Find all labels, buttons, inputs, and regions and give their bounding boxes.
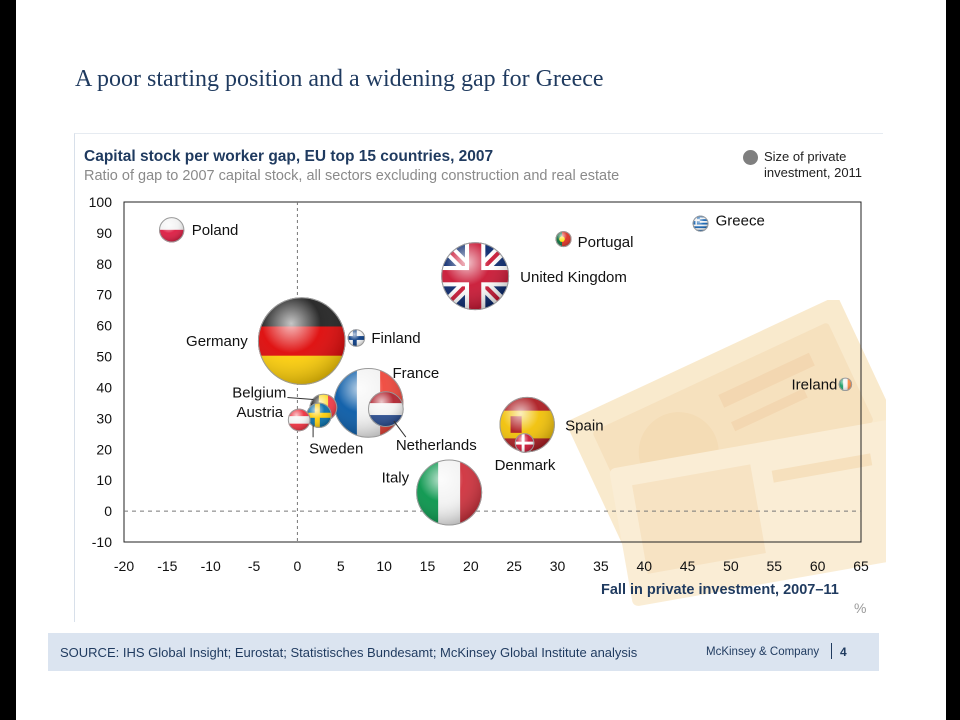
bubble-denmark xyxy=(514,433,535,453)
footer: SOURCE: IHS Global Insight; Eurostat; St… xyxy=(48,633,879,671)
y-tick-label: 100 xyxy=(89,194,113,210)
bubble-outline xyxy=(838,377,853,392)
source-note: SOURCE: IHS Global Insight; Eurostat; St… xyxy=(60,645,638,660)
plot-frame xyxy=(123,201,862,543)
footer-separator xyxy=(831,643,832,659)
point-label-denmark: Denmark xyxy=(495,457,556,474)
y-tick-label: 10 xyxy=(96,472,112,488)
bubble-outline xyxy=(367,391,404,427)
point-label-italy: Italy xyxy=(382,470,410,487)
chart-subtitle: Ratio of gap to 2007 capital stock, all … xyxy=(84,168,620,184)
point-label-germany: Germany xyxy=(186,333,248,350)
bubble-italy xyxy=(416,459,483,526)
x-tick-label: 0 xyxy=(294,558,302,574)
slide: A poor starting position and a widening … xyxy=(16,0,946,720)
x-tick-label: 65 xyxy=(853,558,869,574)
legend-size-label: Size of private investment, 2011 xyxy=(764,149,863,180)
y-tick-label: -10 xyxy=(92,534,112,550)
x-tick-label: 15 xyxy=(420,558,436,574)
x-tick-label: 20 xyxy=(463,558,479,574)
x-tick-label: 45 xyxy=(680,558,696,574)
bubble-outline xyxy=(257,297,346,385)
bubble-united-kingdom xyxy=(441,242,510,311)
y-tick-label: 40 xyxy=(96,379,112,395)
bubble-outline xyxy=(555,231,572,248)
point-label-greece: Greece xyxy=(716,213,765,230)
x-tick-label: 5 xyxy=(337,558,345,574)
bubble-outline xyxy=(347,329,366,347)
y-tick-label: 0 xyxy=(104,503,112,519)
slide-title: A poor starting position and a widening … xyxy=(75,66,604,92)
x-tick-label: 10 xyxy=(376,558,392,574)
x-tick-label: -10 xyxy=(201,558,221,574)
x-tick-label: 40 xyxy=(636,558,652,574)
y-tick-label: 30 xyxy=(96,410,112,426)
bubble-outline xyxy=(692,215,709,232)
chart-title: Capital stock per worker gap, EU top 15 … xyxy=(84,148,494,165)
leader-line xyxy=(393,420,407,438)
point-label-belgium: Belgium xyxy=(232,385,286,402)
x-tick-label: -15 xyxy=(157,558,177,574)
x-tick-label: 35 xyxy=(593,558,609,574)
page-number: 4 xyxy=(840,645,847,659)
brand-label: McKinsey & Company xyxy=(706,646,820,658)
point-label-ireland: Ireland xyxy=(792,376,838,393)
x-tick-label: 25 xyxy=(506,558,522,574)
bubble-outline xyxy=(287,408,311,432)
legend-size-dot xyxy=(743,150,758,165)
point-label-austria: Austria xyxy=(236,404,283,421)
y-tick-label: 60 xyxy=(96,318,112,334)
x-tick-label: -5 xyxy=(248,558,261,574)
point-label-poland: Poland xyxy=(192,222,239,239)
x-tick-label: 60 xyxy=(810,558,826,574)
point-label-france: France xyxy=(393,365,440,382)
x-tick-label: -20 xyxy=(114,558,134,574)
bubble-austria xyxy=(287,408,311,432)
bubble-finland xyxy=(347,329,366,347)
point-label-netherlands: Netherlands xyxy=(396,437,477,454)
leader-line xyxy=(287,397,314,401)
point-label-spain: Spain xyxy=(565,418,603,435)
x-tick-label: 50 xyxy=(723,558,739,574)
x-tick-label: 55 xyxy=(767,558,783,574)
bubble-outline xyxy=(514,433,535,453)
y-tick-label: 50 xyxy=(96,349,112,365)
y-tick-label: 70 xyxy=(96,287,112,303)
point-label-united-kingdom: United Kingdom xyxy=(520,269,627,286)
bubble-outline xyxy=(441,242,510,311)
y-tick-label: 90 xyxy=(96,225,112,241)
unit-label: % xyxy=(854,600,867,616)
bubble-ireland xyxy=(838,377,853,392)
bubble-greece xyxy=(692,215,709,232)
bubble-outline xyxy=(416,459,483,526)
bubble-portugal xyxy=(555,231,572,248)
euro-banknotes-image xyxy=(567,300,886,606)
point-label-finland: Finland xyxy=(371,330,420,347)
size-legend: Size of private investment, 2011 xyxy=(743,149,903,189)
y-tick-label: 80 xyxy=(96,256,112,272)
x-tick-label: 30 xyxy=(550,558,566,574)
point-label-sweden: Sweden xyxy=(309,440,363,457)
x-axis-title: Fall in private investment, 2007–11 xyxy=(601,582,839,598)
point-label-portugal: Portugal xyxy=(578,234,634,251)
bubble-outline xyxy=(159,217,185,243)
y-tick-label: 20 xyxy=(96,441,112,457)
bubble-poland xyxy=(159,217,185,243)
scatter-plot: -10 0 10 20 30 40 50 60 70 80 90 100 -20 -15 -10 -5 0 5 10… xyxy=(89,194,869,574)
